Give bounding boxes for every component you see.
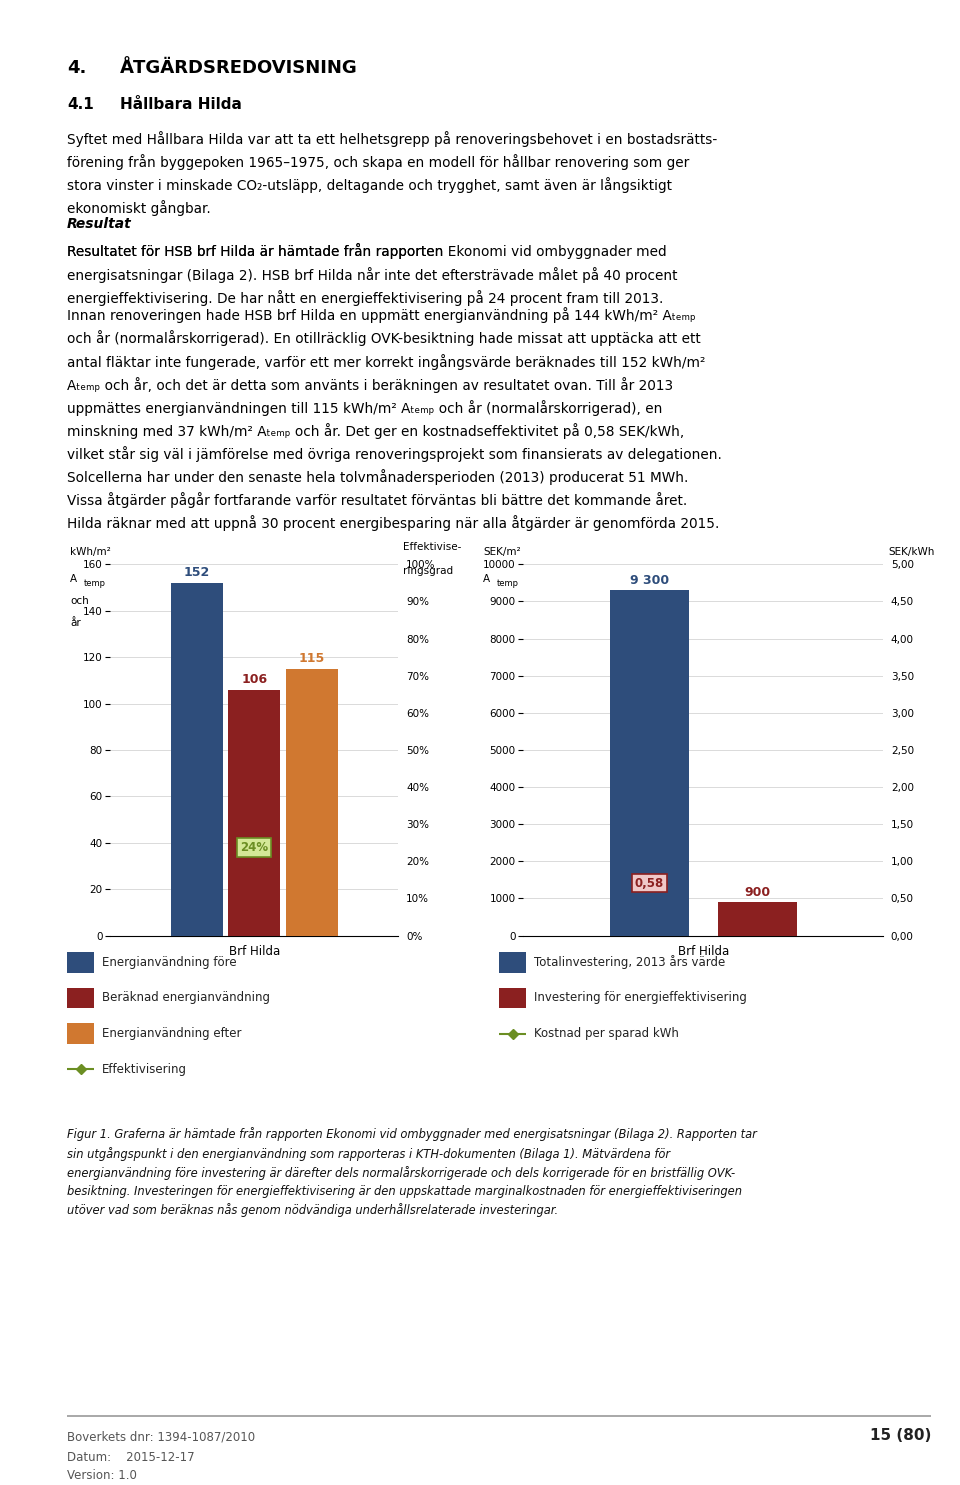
Text: 106: 106 [241,673,268,686]
Text: Resultatet för HSB brf Hilda är hämtade från rapporten: Resultatet för HSB brf Hilda är hämtade … [67,244,448,260]
Text: Datum:    2015-12-17: Datum: 2015-12-17 [67,1451,195,1464]
Text: Beräknad energianvändning: Beräknad energianvändning [102,992,270,1004]
Text: 0,58: 0,58 [635,876,663,890]
Text: Resultat: Resultat [67,217,132,230]
Bar [171,582,223,936]
Text: Effektivise-: Effektivise- [403,542,462,552]
Text: A: A [70,573,77,584]
Text: Hållbara Hilda: Hållbara Hilda [120,97,242,111]
Text: temp: temp [84,579,106,588]
Text: Kostnad per sparad kWh: Kostnad per sparad kWh [534,1028,679,1040]
Text: Innan renoveringen hade HSB brf Hilda en uppmätt energianvändning på 144 kWh/m² : Innan renoveringen hade HSB brf Hilda en… [67,307,722,532]
Text: temp: temp [496,579,518,588]
Text: 115: 115 [299,652,325,665]
Text: 900: 900 [744,887,770,898]
Text: ringsgrad: ringsgrad [403,566,453,576]
Text: Version: 1.0: Version: 1.0 [67,1469,137,1482]
Text: Syftet med Hållbara Hilda var att ta ett helhetsgrepp på renoveringsbehovet i en: Syftet med Hållbara Hilda var att ta ett… [67,131,717,215]
Text: 152: 152 [183,566,210,579]
Text: Boverkets dnr: 1394-1087/2010: Boverkets dnr: 1394-1087/2010 [67,1430,255,1443]
Text: 4.1: 4.1 [67,97,94,111]
Text: Energianvändning efter: Energianvändning efter [102,1028,241,1040]
Text: SEK/m²: SEK/m² [483,546,520,557]
Text: 15 (80): 15 (80) [870,1429,931,1443]
Bar [286,668,338,936]
Bar [718,901,797,936]
Bar [228,689,280,936]
Text: SEK/kWh: SEK/kWh [888,546,934,557]
Text: A: A [483,573,490,584]
Text: Energianvändning före: Energianvändning före [102,956,236,968]
Text: Figur 1. Graferna är hämtade från rapporten Ekonomi vid ombyggnader med energisa: Figur 1. Graferna är hämtade från rappor… [67,1127,757,1218]
Text: 24%: 24% [240,841,269,854]
Text: ÅTGÄRDSREDOVISNING: ÅTGÄRDSREDOVISNING [120,59,358,77]
Text: år: år [70,618,81,628]
Bar [610,590,688,936]
Text: Effektivisering: Effektivisering [102,1063,187,1075]
Text: 9 300: 9 300 [630,575,669,587]
Text: 4.: 4. [67,59,86,77]
Text: Investering för energieffektivisering: Investering för energieffektivisering [534,992,747,1004]
Text: Resultatet för HSB brf Hilda är hämtade från rapporten Ekonomi vid ombyggnader m: Resultatet för HSB brf Hilda är hämtade … [67,244,678,306]
Text: och: och [70,595,89,606]
Text: kWh/m²: kWh/m² [70,546,110,557]
Text: Totalinvestering, 2013 års värde: Totalinvestering, 2013 års värde [534,955,725,970]
